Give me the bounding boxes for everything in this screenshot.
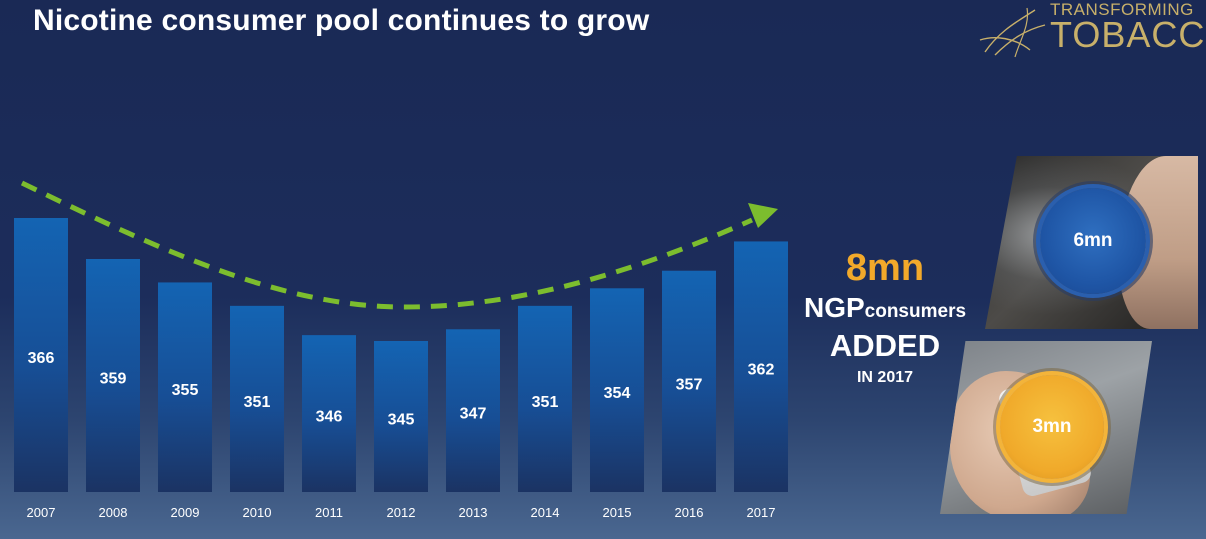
bar-2008 xyxy=(86,259,140,492)
logo-line1: TRANSFORMING xyxy=(1050,0,1194,19)
vapor-badge: 6mn xyxy=(1040,188,1146,294)
x-tick-label: 2011 xyxy=(315,505,343,520)
x-tick-label: 2017 xyxy=(747,505,776,520)
x-tick-label: 2007 xyxy=(27,505,56,520)
trend-arrowhead-icon xyxy=(748,203,778,228)
ngp-line: NGPconsumers xyxy=(790,291,980,329)
bar-value-label: 359 xyxy=(100,371,127,388)
bar-value-label: 366 xyxy=(28,350,55,367)
x-tick-label: 2014 xyxy=(531,505,560,520)
bar-2012 xyxy=(374,341,428,492)
bar-2009 xyxy=(158,282,212,492)
bar-2016 xyxy=(662,270,716,492)
bar-value-label: 351 xyxy=(244,394,271,411)
logo-leaf-icon xyxy=(979,7,1046,58)
bar-value-label: 354 xyxy=(604,385,631,402)
bar-2017 xyxy=(734,241,788,492)
ngp-added-callout: 8mn NGPconsumers ADDED IN 2017 xyxy=(790,245,980,393)
bar-2011 xyxy=(302,335,356,492)
x-tick-label: 2008 xyxy=(99,505,128,520)
bar-value-label: 346 xyxy=(316,409,343,426)
bar-2014 xyxy=(518,305,572,492)
bar-2015 xyxy=(590,288,644,492)
heated-badge: 3mn xyxy=(1000,375,1104,479)
x-tick-label: 2012 xyxy=(387,505,416,520)
bar-value-label: 347 xyxy=(460,406,487,423)
bar-value-label: 357 xyxy=(676,376,703,393)
logo-line2: TOBACCO xyxy=(1050,14,1206,55)
x-tick-label: 2013 xyxy=(459,505,488,520)
page-title: Nicotine consumer pool continues to grow xyxy=(33,4,650,37)
bar-chart: 366 359 355 351 346 345 347 351 354 357 362 2007 20… xyxy=(14,180,788,520)
added-amount: 8mn xyxy=(845,247,925,289)
x-tick-label: 2015 xyxy=(603,505,632,520)
bar-value-label: 345 xyxy=(388,412,415,429)
bar-value-label: 351 xyxy=(532,394,559,411)
bar-2010 xyxy=(230,305,284,492)
consumers-label: consumers xyxy=(864,301,967,322)
added-year: IN 2017 xyxy=(856,369,914,386)
bar-value-label: 362 xyxy=(748,362,775,379)
x-tick-label: 2010 xyxy=(243,505,272,520)
x-tick-label: 2009 xyxy=(171,505,200,520)
bar-2007 xyxy=(14,218,68,492)
x-tick-label: 2016 xyxy=(675,505,704,520)
ngp-label: NGP xyxy=(803,292,865,323)
bar-2013 xyxy=(446,329,500,492)
bar-value-label: 355 xyxy=(172,382,199,399)
added-word: ADDED xyxy=(829,328,941,363)
trend-arrow-line xyxy=(20,180,754,310)
